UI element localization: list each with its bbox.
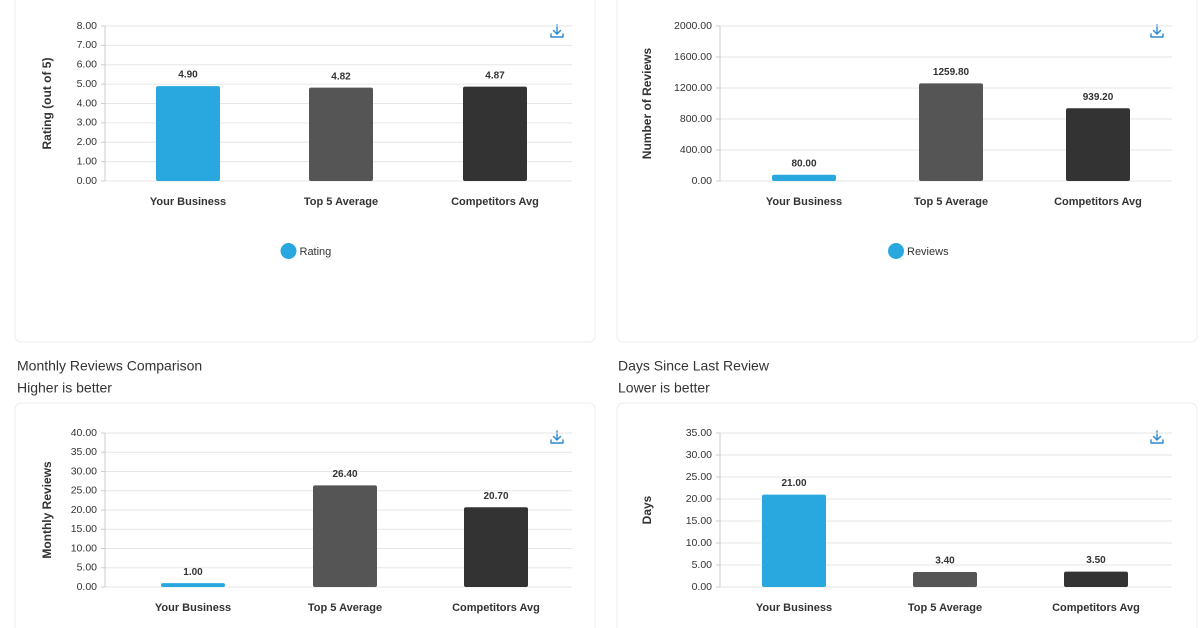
bar bbox=[1064, 571, 1128, 587]
bar bbox=[464, 507, 528, 587]
y-tick-label: 2000.00 bbox=[674, 20, 712, 32]
y-tick-label: 30.00 bbox=[686, 449, 712, 461]
x-tick-label: Competitors Avg bbox=[452, 602, 540, 614]
y-tick-label: 800.00 bbox=[680, 113, 712, 125]
value-label: 3.50 bbox=[1086, 555, 1106, 566]
y-tick-label: 6.00 bbox=[77, 59, 98, 71]
value-label: 1259.80 bbox=[933, 67, 970, 78]
card bbox=[14, 0, 596, 343]
y-tick-label: 35.00 bbox=[686, 427, 712, 439]
value-label: 4.90 bbox=[178, 70, 198, 81]
bar bbox=[919, 83, 983, 181]
x-tick-label: Top 5 Average bbox=[304, 196, 378, 208]
y-axis-label: Monthly Reviews bbox=[40, 461, 54, 559]
y-axis-label: Days bbox=[640, 495, 654, 524]
bar bbox=[156, 86, 220, 181]
x-tick-label: Competitors Avg bbox=[1052, 602, 1140, 614]
y-tick-label: 25.00 bbox=[71, 485, 97, 497]
x-tick-label: Top 5 Average bbox=[308, 602, 382, 614]
y-tick-label: 15.00 bbox=[686, 515, 712, 527]
y-tick-label: 1.00 bbox=[77, 155, 98, 167]
card bbox=[14, 402, 596, 628]
y-tick-label: 35.00 bbox=[71, 446, 97, 458]
y-tick-label: 0.00 bbox=[692, 581, 713, 593]
x-tick-label: Competitors Avg bbox=[1054, 196, 1142, 208]
y-tick-label: 1600.00 bbox=[674, 51, 712, 63]
value-label: 939.20 bbox=[1083, 92, 1114, 103]
x-tick-label: Top 5 Average bbox=[914, 196, 988, 208]
bar bbox=[309, 87, 373, 181]
x-tick-label: Your Business bbox=[766, 196, 842, 208]
y-axis-label: Rating (out of 5) bbox=[40, 58, 54, 150]
legend-marker bbox=[280, 243, 297, 259]
y-tick-label: 8.00 bbox=[77, 20, 98, 32]
bar bbox=[1066, 108, 1130, 181]
x-tick-label: Your Business bbox=[150, 196, 226, 208]
y-tick-label: 30.00 bbox=[71, 465, 97, 477]
value-label: 4.87 bbox=[485, 70, 505, 81]
bar bbox=[772, 174, 836, 181]
x-tick-label: Competitors Avg bbox=[451, 196, 539, 208]
bar bbox=[913, 572, 977, 587]
bar bbox=[762, 494, 826, 587]
legend-marker bbox=[888, 243, 904, 259]
value-label: 3.40 bbox=[935, 556, 955, 567]
chart-title: Days Since Last Review bbox=[618, 358, 770, 374]
y-tick-label: 400.00 bbox=[680, 144, 712, 156]
value-label: 26.40 bbox=[332, 469, 357, 480]
value-label: 21.00 bbox=[781, 478, 806, 489]
value-label: 4.82 bbox=[331, 71, 351, 82]
legend-label: Rating bbox=[300, 246, 332, 258]
chart-title: Monthly Reviews Comparison bbox=[17, 358, 202, 374]
y-tick-label: 5.00 bbox=[77, 78, 98, 90]
y-tick-label: 4.00 bbox=[77, 97, 98, 109]
y-tick-label: 2.00 bbox=[77, 136, 98, 148]
chart-subtitle: Higher is better bbox=[17, 380, 112, 396]
y-tick-label: 5.00 bbox=[77, 562, 98, 574]
y-axis-label: Number of Reviews bbox=[640, 47, 654, 159]
y-tick-label: 3.00 bbox=[77, 117, 98, 129]
x-tick-label: Your Business bbox=[155, 602, 231, 614]
card bbox=[616, 0, 1198, 343]
y-tick-label: 0.00 bbox=[77, 581, 98, 593]
bar bbox=[313, 485, 377, 587]
y-tick-label: 10.00 bbox=[686, 537, 712, 549]
y-tick-label: 20.00 bbox=[71, 504, 97, 516]
y-tick-label: 7.00 bbox=[77, 39, 98, 51]
y-tick-label: 5.00 bbox=[692, 559, 713, 571]
value-label: 1.00 bbox=[183, 567, 203, 578]
chart-subtitle: Lower is better bbox=[618, 380, 710, 396]
x-tick-label: Top 5 Average bbox=[908, 602, 982, 614]
y-tick-label: 20.00 bbox=[686, 493, 712, 505]
bar bbox=[463, 86, 527, 181]
legend-label: Reviews bbox=[907, 246, 949, 258]
y-tick-label: 15.00 bbox=[71, 523, 97, 535]
y-tick-label: 10.00 bbox=[71, 542, 97, 554]
y-tick-label: 1200.00 bbox=[674, 82, 712, 94]
value-label: 20.70 bbox=[483, 491, 508, 502]
y-tick-label: 0.00 bbox=[77, 175, 98, 187]
value-label: 80.00 bbox=[791, 158, 816, 169]
bar bbox=[161, 583, 225, 587]
x-tick-label: Your Business bbox=[756, 602, 832, 614]
y-tick-label: 25.00 bbox=[686, 471, 712, 483]
y-tick-label: 0.00 bbox=[692, 175, 713, 187]
y-tick-label: 40.00 bbox=[71, 427, 97, 439]
